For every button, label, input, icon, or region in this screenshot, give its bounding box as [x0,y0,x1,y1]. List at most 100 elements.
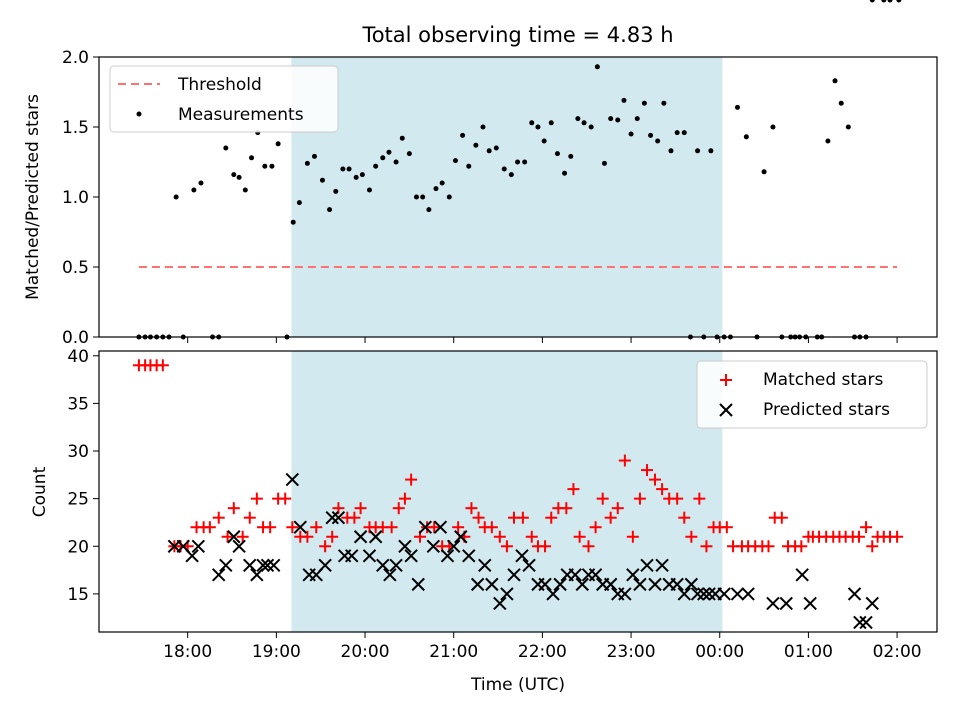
predicted-star-point [847,587,862,601]
matched-star-point [493,530,506,543]
measurement-point [319,177,325,183]
measurement-point [353,174,359,180]
measurement-point [393,159,399,165]
measurement-point [413,194,419,200]
matched-star-point [286,521,299,534]
measurement-point [535,124,541,130]
matched-star-point [649,473,662,486]
predicted-star-point [618,587,632,601]
matched-star-point [405,473,418,486]
matched-star-point [656,483,669,496]
matched-star-point [301,530,314,543]
matched-star-point [500,540,513,553]
matched-legend-marker [720,374,732,386]
measurement-point [473,142,479,148]
predicted-star-point [553,577,567,592]
measurement-point [668,148,674,154]
matched-star-point [472,511,485,524]
measurement-point [832,78,838,84]
matched-star-point [385,521,398,534]
measurement-point [501,166,507,172]
predicted-star-point [853,615,867,630]
y-tick-label: 15 [67,585,89,605]
x-tick-label: 18:00 [163,642,212,662]
y-tick-label: 30 [67,442,89,462]
measurement-point [621,97,627,103]
predicted-star-point [243,558,257,573]
x-tick-label: 02:00 [873,642,922,662]
measurement-point [262,163,268,169]
matched-star-point [326,530,339,543]
measurement-point [594,64,600,70]
matched-star-point [348,511,361,524]
measurement-point [641,100,647,106]
matched-star-point [221,530,234,543]
threshold-legend-label: Threshold [177,75,262,95]
count-panel: 15 20 25 30 35 40 18:00 19:00 20:00 21:00 22:00 23… [30,347,938,695]
predicted-star-point [318,558,332,573]
predicted-star-point [795,568,809,582]
chart-title: Total observing time = 4.83 h [361,23,673,47]
y-tick-label: 1.5 [62,118,89,138]
measurement-point [223,145,229,151]
predicted-star-point [285,472,300,487]
measurement-point [366,187,372,193]
matched-star-point [156,359,169,372]
predicted-star-point [766,596,780,611]
predicted-star-point [730,587,745,601]
predicted-star-point [345,549,359,563]
measurement-point [541,138,547,144]
predicted-star-point [507,568,521,582]
matched-star-point [671,492,684,505]
measurement-point [648,132,654,138]
predicted-star-point [250,568,264,582]
y-tick-label: 1.0 [62,188,89,208]
measurement-point [275,141,281,147]
matched-star-point [567,483,580,496]
predicted-star-point [626,568,640,582]
predicted-star-point [353,530,368,544]
predicted-star-point [454,530,468,544]
measurement-point [655,138,661,144]
measurement-point [568,153,574,159]
x-tick-label: 00:00 [695,642,744,662]
x-tick-label: 22:00 [518,642,567,662]
matched-star-point [891,530,904,543]
measurement-point [304,160,310,166]
predicted-star-point [227,530,241,544]
matched-star-point [560,502,573,515]
matched-star-point [693,492,706,505]
measurement-point [493,145,499,151]
predicted-star-point [426,539,441,553]
count-legend: Matched stars Predicted stars [696,360,928,429]
measurement-point [869,0,875,3]
measurement-point [359,172,365,178]
predicted-star-point [677,587,691,601]
predicted-star-point [648,577,662,592]
predicted-star-point [191,539,206,553]
predicted-star-point [219,558,233,573]
measurement-point [433,186,439,192]
matched-star-point [852,530,865,543]
predicted-star-point [859,615,873,630]
predicted-star-point [389,558,403,573]
measurement-point [681,130,687,136]
count-panel-frame [98,350,938,633]
measurement-point [399,135,405,141]
matched-star-point [279,492,292,505]
matched-star-point [604,511,617,524]
predicted-star-point [655,558,669,573]
predicted-star-point [865,596,879,611]
predicted-star-point [633,577,647,592]
predicted-star-point [325,510,339,525]
predicted-star-point [575,577,589,592]
matched-star-point [212,511,225,524]
measurement-point [406,151,412,157]
measurement-point [340,166,346,172]
measurement-point [452,158,458,164]
observing-window [291,351,723,632]
x-tick-label: 21:00 [429,642,478,662]
measurement-point [674,130,680,136]
predicted-star-point [293,520,308,534]
